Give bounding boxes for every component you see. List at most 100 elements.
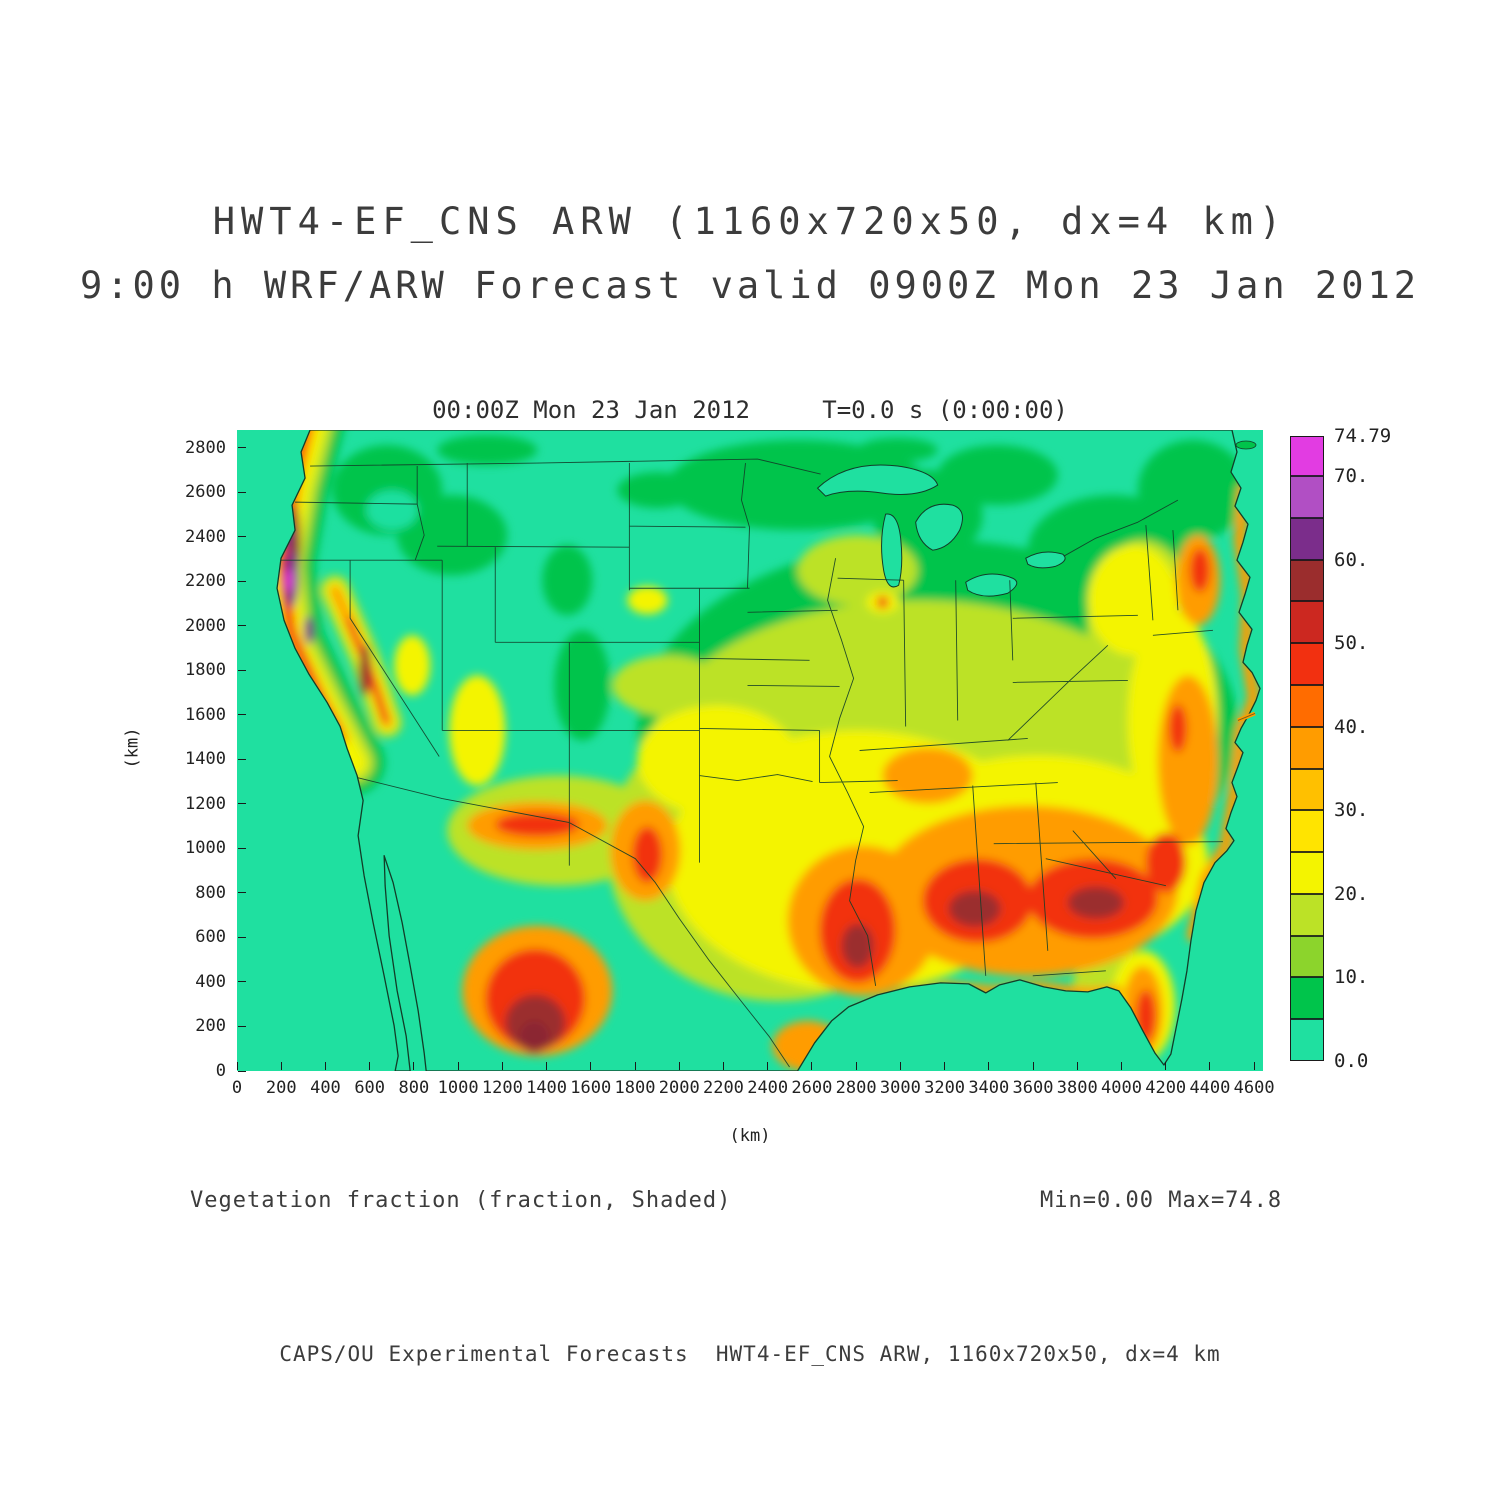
colorbar-segment (1290, 893, 1324, 936)
colorbar-segment (1290, 436, 1324, 477)
colorbar-tick-label: 70. (1334, 465, 1369, 488)
x-tick-mark (678, 1062, 680, 1070)
x-tick-mark (988, 1062, 990, 1070)
x-tick-label: 4000 (1100, 1078, 1142, 1098)
x-tick-label: 3800 (1056, 1078, 1098, 1098)
y-tick-label: 1400 (185, 749, 226, 770)
colorbar-tick-label: 20. (1334, 882, 1369, 905)
x-tick-label: 3600 (1012, 1078, 1054, 1098)
x-tick-label: 2200 (702, 1078, 744, 1098)
colorbar-tick-label: 60. (1334, 548, 1369, 571)
x-tick-label: 2000 (658, 1078, 700, 1098)
x-tick-mark (1253, 1062, 1255, 1070)
y-tick-label: 2600 (185, 482, 226, 503)
page-title-line2: 9:00 h WRF/ARW Forecast valid 0900Z Mon … (79, 264, 1421, 307)
colorbar-segment (1290, 810, 1324, 853)
x-tick-mark (280, 1062, 282, 1070)
y-tick-label: 2400 (185, 526, 226, 547)
x-tick-label: 2400 (747, 1078, 789, 1098)
colorbar-segment (1290, 601, 1324, 644)
y-tick-label: 1600 (185, 704, 226, 725)
x-tick-mark (767, 1062, 769, 1070)
colorbar-segment (1290, 977, 1324, 1020)
y-tick-mark (238, 625, 246, 627)
y-tick-mark (238, 803, 246, 805)
x-tick-mark (237, 1062, 238, 1070)
colorbar-tick-label: 0.0 (1334, 1050, 1369, 1072)
plot-time-header: 00:00Z Mon 23 Jan 2012 T=0.0 s (0:00:00) (432, 396, 1068, 424)
vegetation-shading (277, 430, 1260, 1071)
y-tick-mark (238, 892, 246, 894)
x-tick-mark (855, 1062, 857, 1070)
y-tick-mark (238, 714, 246, 716)
x-tick-label: 800 (398, 1078, 430, 1098)
x-tick-mark (324, 1062, 326, 1070)
y-tick-label: 1800 (185, 660, 226, 681)
y-tick-label: 1000 (185, 838, 226, 859)
state-borders (281, 458, 1223, 1068)
forecast-map (237, 430, 1263, 1071)
offshore-islands (1235, 440, 1257, 723)
x-tick-label: 600 (354, 1078, 386, 1098)
great-lakes (816, 464, 1066, 597)
x-tick-label: 4400 (1189, 1078, 1231, 1098)
x-tick-label: 3200 (924, 1078, 966, 1098)
y-tick-mark (238, 981, 246, 983)
colorbar-tick-label: 50. (1334, 632, 1369, 655)
y-tick-mark (238, 1070, 246, 1072)
page-title-line1: HWT4-EF_CNS ARW (1160x720x50, dx=4 km) (212, 200, 1288, 243)
x-tick-mark (413, 1062, 415, 1070)
y-tick-label: 200 (195, 1016, 226, 1037)
minmax-caption: Min=0.00 Max=74.8 (1040, 1188, 1283, 1213)
y-tick-mark (238, 491, 246, 493)
x-tick-label: 1600 (570, 1078, 612, 1098)
x-tick-mark (1209, 1062, 1211, 1070)
y-tick-label: 2200 (185, 571, 226, 592)
x-tick-label: 400 (310, 1078, 341, 1098)
x-tick-mark (944, 1062, 946, 1070)
field-caption: Vegetation fraction (fraction, Shaded) (190, 1188, 732, 1213)
x-tick-label: 1200 (481, 1078, 523, 1098)
x-tick-label: 4200 (1145, 1078, 1187, 1098)
x-tick-mark (1076, 1062, 1078, 1070)
x-tick-mark (811, 1062, 813, 1070)
x-tick-label: 1400 (526, 1078, 568, 1098)
x-tick-mark (590, 1062, 592, 1070)
y-axis-title: (km) (122, 727, 143, 769)
y-tick-label: 600 (195, 927, 226, 948)
y-tick-label: 2800 (185, 437, 226, 458)
y-tick-mark (238, 758, 246, 760)
x-tick-mark (722, 1062, 724, 1070)
x-axis-title: (km) (729, 1126, 771, 1146)
x-tick-label: 0 (231, 1078, 243, 1098)
x-tick-mark (1120, 1062, 1122, 1070)
colorbar-tick-label: 74.79 (1334, 425, 1392, 447)
colorbar-segment (1290, 768, 1324, 811)
x-tick-label: 1000 (437, 1078, 479, 1098)
x-tick-mark (899, 1062, 901, 1070)
colorbar-tick-label: 10. (1334, 966, 1369, 989)
x-tick-label: 2800 (835, 1078, 877, 1098)
y-tick-mark (238, 447, 246, 449)
y-tick-mark (238, 536, 246, 538)
x-tick-label: 1800 (614, 1078, 656, 1098)
y-tick-label: 1200 (185, 793, 226, 814)
x-tick-mark (1165, 1062, 1167, 1070)
x-tick-mark (457, 1062, 459, 1070)
x-tick-mark (634, 1062, 636, 1070)
colorbar-frame (1290, 436, 1324, 1061)
colorbar-tick-label: 30. (1334, 799, 1369, 822)
x-tick-label: 2600 (791, 1078, 833, 1098)
colorbar-tick-label: 40. (1334, 715, 1369, 738)
y-tick-mark (238, 580, 246, 582)
y-tick-label: 2000 (185, 615, 226, 636)
x-tick-mark (369, 1062, 371, 1070)
x-tick-label: 200 (265, 1078, 297, 1098)
y-tick-label: 400 (195, 971, 226, 992)
y-tick-label: 0 (215, 1061, 226, 1081)
x-tick-label: 3000 (879, 1078, 921, 1098)
footer-caption: CAPS/OU Experimental Forecasts HWT4-EF_C… (279, 1342, 1221, 1366)
y-tick-mark (238, 669, 246, 671)
x-tick-mark (546, 1062, 548, 1070)
x-tick-label: 3400 (968, 1078, 1010, 1098)
